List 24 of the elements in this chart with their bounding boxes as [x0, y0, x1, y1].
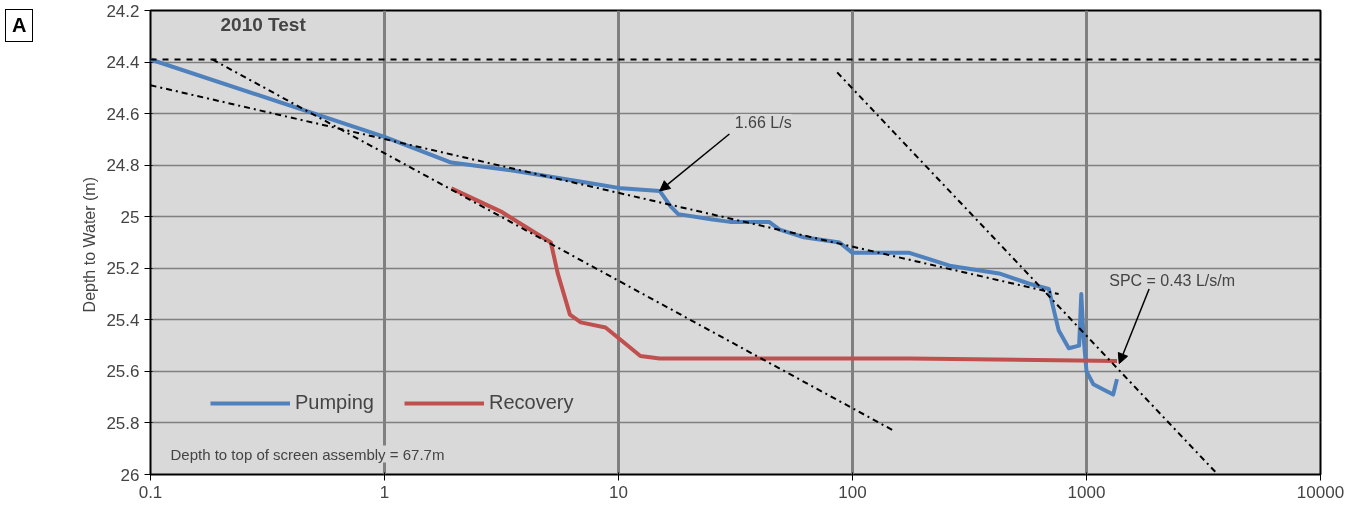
y-tick-label: 24.6: [106, 104, 140, 124]
legend-label: Pumping: [295, 391, 374, 414]
x-tick-label: 10: [609, 482, 628, 502]
y-tick-label: 24.4: [106, 53, 140, 73]
y-tick-label: 24.2: [106, 1, 140, 21]
x-tick-label: 1: [379, 482, 390, 502]
y-tick-label: 25.4: [106, 310, 140, 330]
x-tick-label: 0.1: [138, 482, 163, 502]
annotation: Depth to top of screen assembly = 67.7m: [170, 445, 445, 463]
y-tick-label: 24.8: [106, 156, 140, 176]
text: A: [5, 9, 34, 42]
legend-label: Recovery: [488, 391, 574, 414]
y-tick-label: 25.8: [106, 413, 140, 433]
chart-title: 2010 Test: [220, 13, 307, 35]
y-tick-label: 25.6: [106, 362, 140, 382]
y-tick-label: 25: [120, 207, 140, 227]
annotation: SPC = 0.43 L/s/m: [1109, 271, 1236, 289]
y-axis-title: Depth to Water (m): [81, 177, 99, 313]
annotation: 1.66 L/s: [734, 113, 792, 131]
x-tick-label: 10000: [1296, 482, 1345, 502]
y-tick-label: 26: [120, 465, 140, 485]
y-tick-label: 25.2: [106, 259, 140, 279]
x-tick-label: 100: [838, 482, 867, 502]
x-tick-label: 1000: [1067, 482, 1106, 502]
